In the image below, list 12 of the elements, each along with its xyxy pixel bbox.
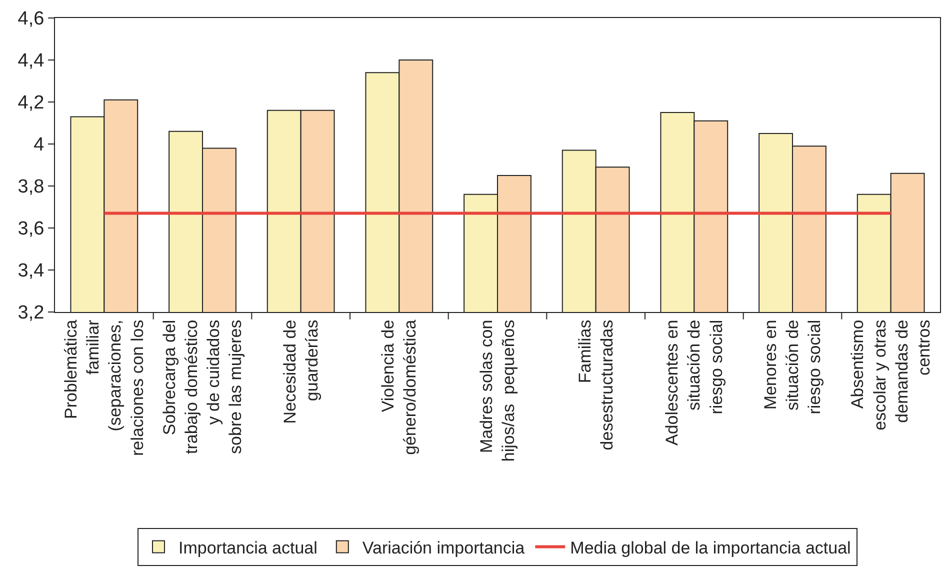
y-tick-label: 3,2	[18, 302, 44, 324]
y-tick-label: 4,4	[18, 50, 45, 72]
y-tick-label: 4,2	[18, 92, 44, 114]
y-tick-label: 3,6	[18, 218, 44, 240]
legend-label: Media global de la importancia actual	[570, 538, 851, 558]
y-tick-label: 4	[34, 134, 45, 156]
x-tick-label: Problemática familiar (separaciones, relaciones con los	[62, 319, 147, 456]
legend-label: Importancia actual	[178, 538, 318, 558]
legend-label: Variación importancia	[362, 538, 526, 558]
y-tick-label: 3,4	[18, 260, 45, 282]
y-tick-label: 3,8	[18, 176, 44, 198]
y-tick-label: 4,6	[18, 8, 44, 30]
